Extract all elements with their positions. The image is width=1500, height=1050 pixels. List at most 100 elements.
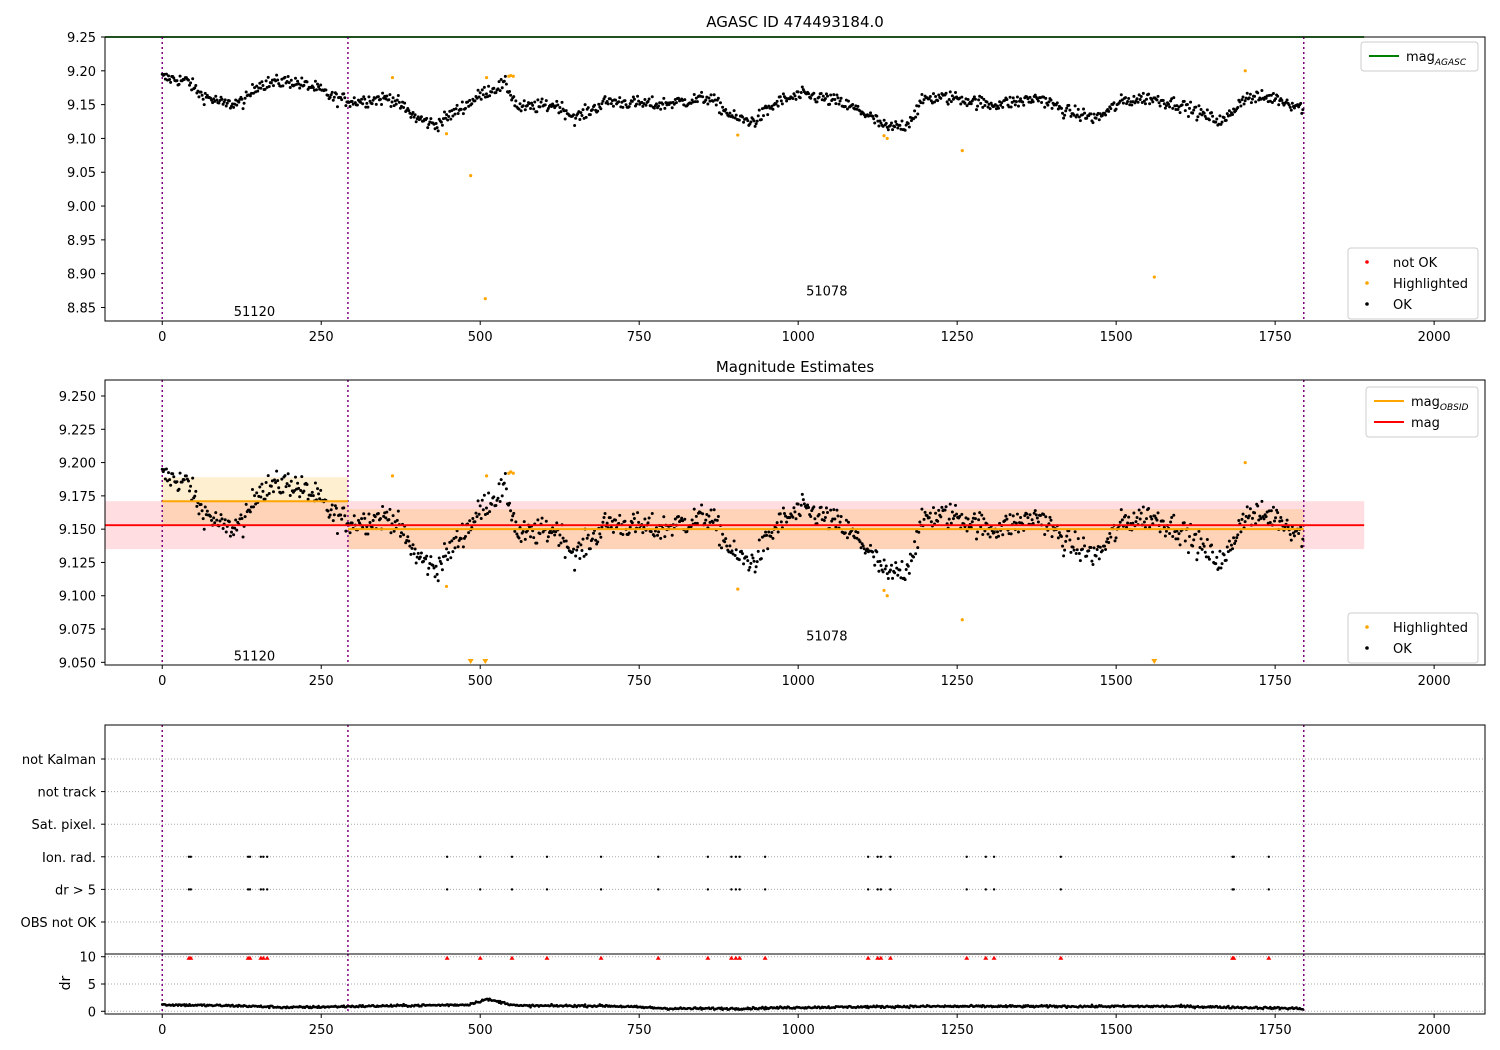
ok-point (1188, 106, 1192, 110)
ok-point (334, 506, 338, 510)
ok-point (636, 511, 640, 515)
ok-point (960, 512, 964, 516)
ok-point (694, 96, 698, 100)
highlighted-point (960, 149, 964, 153)
ok-point (1080, 547, 1084, 551)
ok-point (618, 513, 622, 517)
ok-point (771, 107, 775, 111)
ok-point (1224, 118, 1228, 122)
ok-point (981, 533, 985, 537)
ok-point (473, 99, 477, 103)
flag-point (189, 855, 193, 858)
ok-point (886, 128, 890, 132)
ok-point (952, 514, 956, 518)
ok-point (164, 72, 168, 76)
ok-point (1063, 548, 1067, 552)
legend-dot-swatch (1365, 260, 1369, 264)
ok-point (253, 494, 257, 498)
ok-point (1114, 107, 1118, 111)
y-tick-label: 10 (79, 951, 96, 966)
ok-point (1258, 514, 1262, 518)
ok-point (487, 491, 491, 495)
flag-row-label: Sat. pixel. (32, 818, 96, 833)
y-tick-label: 9.10 (67, 132, 96, 147)
ok-point (657, 104, 661, 108)
ok-point (617, 100, 621, 104)
ok-point (927, 97, 931, 101)
flag-point (992, 855, 996, 858)
ok-point (623, 519, 627, 523)
ok-point (319, 83, 323, 87)
ok-point (538, 105, 542, 109)
ok-point (438, 559, 442, 563)
clipped-dr-marker (991, 955, 997, 960)
ok-point (937, 508, 941, 512)
ok-point (1100, 114, 1104, 118)
ok-point (965, 104, 969, 108)
ok-point (355, 103, 359, 107)
ok-point (478, 504, 482, 508)
flag-point (738, 888, 741, 891)
ok-point (732, 109, 736, 113)
ok-point (781, 506, 785, 510)
ok-point (1215, 117, 1219, 121)
ok-point (939, 96, 943, 100)
ok-point (846, 520, 850, 524)
ok-point (1248, 507, 1252, 511)
ok-point (376, 95, 380, 99)
ok-point (466, 100, 470, 104)
ok-point (869, 543, 873, 547)
ok-point (414, 120, 418, 124)
panel-title: Magnitude Estimates (716, 358, 874, 376)
clipped-dr-marker (762, 955, 768, 960)
ok-point (449, 117, 453, 121)
ok-point (893, 571, 897, 575)
ok-point (1094, 116, 1098, 120)
ok-point (1139, 94, 1143, 98)
ok-point (573, 123, 577, 127)
ok-point (201, 517, 205, 521)
ok-point (1109, 107, 1113, 111)
ok-point (775, 521, 779, 525)
ok-point (785, 520, 789, 524)
ok-point (976, 530, 980, 534)
ok-point (944, 91, 948, 95)
ok-point (1264, 96, 1268, 100)
ok-point (1177, 532, 1181, 536)
ok-point (792, 506, 796, 510)
flag-point (479, 888, 482, 891)
ok-point (928, 94, 932, 98)
ok-point (1126, 99, 1130, 103)
dr-point (1045, 1004, 1049, 1007)
ok-point (969, 102, 973, 106)
ok-point (416, 115, 420, 119)
ok-point (296, 481, 300, 485)
ok-point (460, 100, 464, 104)
ok-point (944, 505, 948, 509)
ok-point (477, 95, 481, 99)
ok-point (917, 530, 921, 534)
ok-point (287, 484, 291, 488)
out-of-range-marker (467, 659, 474, 664)
ok-point (360, 517, 364, 521)
ok-point (712, 508, 716, 512)
ok-point (585, 536, 589, 540)
ok-point (643, 517, 647, 521)
ok-point (503, 471, 507, 475)
ok-point (535, 110, 539, 114)
ok-point (352, 514, 356, 518)
ok-point (1103, 544, 1107, 548)
ok-point (1127, 515, 1131, 519)
ok-point (518, 102, 522, 106)
flag-point (730, 888, 733, 891)
legend-label: Highlighted (1393, 621, 1468, 636)
ok-point (1182, 521, 1186, 525)
ok-point (261, 489, 265, 493)
y-tick-label: 8.85 (67, 301, 96, 316)
ok-point (799, 90, 803, 94)
ok-point (1001, 105, 1005, 109)
ok-point (1125, 525, 1129, 529)
ok-point (243, 515, 247, 519)
x-tick-label: 0 (158, 1023, 166, 1038)
ok-point (1256, 504, 1260, 508)
